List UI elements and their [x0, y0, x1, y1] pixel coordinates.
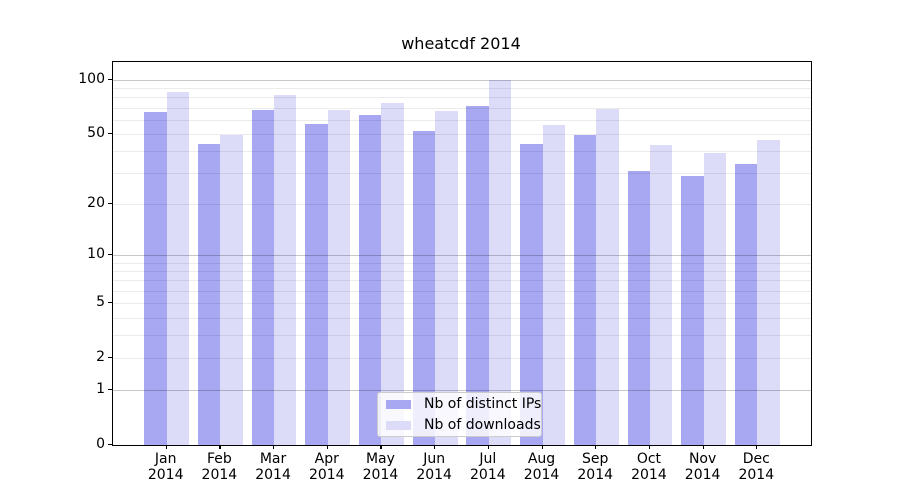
legend-label-distinct-ips: Nb of distinct IPs: [424, 396, 542, 412]
bar-downloads-jul: [488, 79, 512, 445]
y-tick-label: 5: [96, 294, 105, 311]
y-gridline-minor: [113, 317, 811, 319]
legend: Nb of distinct IPs Nb of downloads: [377, 392, 542, 437]
y-gridline-minor: [113, 87, 811, 89]
y-gridline-minor: [113, 173, 811, 175]
y-tick-label: 100: [78, 70, 105, 87]
bar-downloads-dec: [757, 140, 780, 445]
x-tick-label: Nov 2014: [684, 451, 721, 483]
y-tick-mark: [108, 78, 112, 80]
y-tick-mark: [108, 444, 112, 446]
y-tick-label: 0: [96, 436, 105, 452]
bar-downloads-aug: [542, 124, 565, 445]
bar-distinct-ips-nov: [681, 175, 704, 445]
x-tick-label: Mar 2014: [255, 451, 291, 483]
y-gridline-major: [113, 79, 811, 81]
x-tick-mark: [541, 445, 543, 449]
x-tick-label: Feb 2014: [201, 451, 238, 483]
y-tick-label: 10: [87, 246, 105, 263]
x-tick-label: Jun 2014: [416, 451, 452, 483]
x-tick-label: Sep 2014: [577, 451, 614, 483]
bar-distinct-ips-may: [359, 114, 382, 445]
y-tick-label: 2: [96, 349, 105, 366]
bar-downloads-feb: [220, 135, 243, 445]
y-tick-label: 50: [87, 124, 105, 141]
y-tick-mark: [108, 132, 112, 134]
x-tick-mark: [219, 445, 221, 449]
y-gridline-minor: [113, 280, 811, 282]
y-tick-mark: [108, 254, 112, 256]
x-tick-mark: [702, 445, 704, 449]
y-tick-mark: [108, 389, 112, 391]
bar-downloads-nov: [703, 152, 726, 445]
bar-downloads-jan: [166, 92, 190, 445]
x-tick-label: Dec 2014: [738, 451, 775, 483]
y-tick-label: 20: [87, 194, 105, 211]
bar-downloads-may: [381, 103, 404, 445]
bar-distinct-ips-jan: [144, 112, 167, 445]
y-gridline-minor: [113, 271, 811, 273]
plot-area: [112, 61, 812, 446]
y-gridline-major: [113, 390, 811, 392]
y-gridline-minor: [113, 150, 811, 152]
bar-downloads-mar: [274, 95, 297, 445]
bar-downloads-jun: [435, 110, 458, 445]
chart-title: wheatcdf 2014: [401, 34, 521, 53]
x-tick-mark: [756, 445, 758, 449]
bar-downloads-oct: [649, 145, 673, 445]
y-gridline-minor: [113, 133, 811, 135]
x-tick-label: Oct 2014: [631, 451, 667, 483]
y-tick-label: 1: [96, 381, 105, 398]
x-tick-mark: [165, 445, 167, 449]
legend-entry-distinct-ips: Nb of distinct IPs: [386, 395, 541, 413]
bar-distinct-ips-feb: [197, 143, 221, 445]
bar-distinct-ips-jul: [466, 106, 489, 445]
y-gridline-major: [113, 255, 811, 257]
x-tick-label: May 2014: [362, 451, 399, 483]
bar-distinct-ips-mar: [251, 109, 275, 445]
legend-swatch-downloads: [386, 420, 411, 430]
y-gridline-minor: [113, 262, 811, 264]
x-tick-label: Jan 2014: [147, 451, 184, 483]
y-gridline-minor: [113, 358, 811, 360]
bar-distinct-ips-jun: [412, 130, 436, 445]
y-gridline-minor: [113, 107, 811, 109]
bar-distinct-ips-sep: [573, 135, 597, 445]
y-tick-mark: [108, 357, 112, 359]
bar-distinct-ips-dec: [734, 163, 758, 445]
bar-downloads-sep: [596, 108, 619, 445]
y-tick-mark: [108, 202, 112, 205]
y-gridline-minor: [113, 203, 811, 205]
legend-entry-downloads: Nb of downloads: [386, 416, 541, 434]
bar-distinct-ips-aug: [520, 143, 543, 445]
y-gridline-minor: [113, 97, 811, 99]
x-tick-mark: [380, 445, 382, 449]
bar-distinct-ips-oct: [627, 170, 650, 445]
legend-label-downloads: Nb of downloads: [424, 417, 541, 433]
x-tick-mark: [434, 445, 436, 449]
x-tick-label: Jul 2014: [470, 451, 506, 483]
x-tick-label: Aug 2014: [523, 451, 560, 483]
x-tick-label: Apr 2014: [308, 451, 345, 483]
y-gridline-minor: [113, 303, 811, 305]
x-tick-mark: [595, 445, 597, 449]
y-gridline-minor: [113, 119, 811, 121]
bar-distinct-ips-apr: [305, 123, 328, 445]
y-gridline-minor: [113, 290, 811, 292]
y-tick-mark: [108, 302, 112, 304]
legend-swatch-distinct-ips: [386, 399, 411, 409]
x-tick-mark: [648, 445, 651, 449]
x-tick-mark: [273, 445, 275, 449]
bar-downloads-apr: [327, 109, 351, 445]
x-tick-mark: [326, 445, 328, 449]
y-gridline-minor: [113, 335, 811, 337]
x-tick-mark: [487, 445, 490, 449]
